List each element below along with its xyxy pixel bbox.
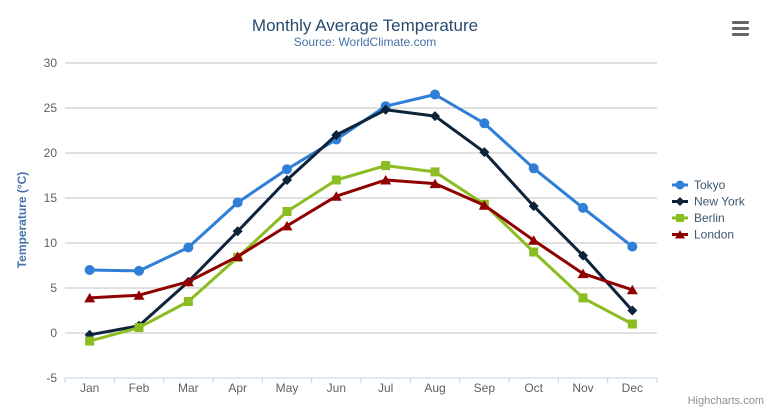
series-line-new-york[interactable]	[88, 108, 634, 337]
data-point-new-york-Sep[interactable]	[479, 147, 490, 158]
legend-item-london[interactable]: London	[672, 228, 734, 242]
data-point-london-Nov[interactable]	[577, 268, 589, 279]
data-point-berlin-May[interactable]	[282, 207, 292, 216]
data-point-berlin-Oct[interactable]	[529, 247, 539, 257]
data-point-new-york-Aug[interactable]	[430, 111, 440, 122]
x-axis-label: May	[276, 381, 299, 395]
legend-item-tokyo[interactable]: Tokyo	[672, 178, 726, 192]
x-axis-label: Sep	[474, 381, 496, 395]
data-point-london-Dec[interactable]	[626, 284, 638, 295]
data-point-berlin-Mar[interactable]	[183, 297, 193, 306]
data-point-berlin-Jun[interactable]	[331, 175, 341, 185]
y-axis-title: Temperature (°C)	[15, 172, 29, 269]
data-point-tokyo-Oct[interactable]	[528, 163, 539, 174]
data-point-london-Feb[interactable]	[133, 290, 145, 300]
credits-link[interactable]: Highcharts.com	[688, 395, 764, 407]
data-point-london-Jul[interactable]	[380, 175, 392, 185]
y-axis-label: 10	[44, 236, 58, 250]
data-point-london-Jun[interactable]	[330, 191, 342, 201]
data-point-london-May[interactable]	[281, 220, 293, 231]
y-axis-labels: -5 0 5 10 15 20 25 30	[44, 56, 58, 385]
data-point-new-york-Dec[interactable]	[627, 305, 638, 316]
data-point-new-york-May[interactable]	[282, 175, 292, 185]
legend-item-berlin[interactable]: Berlin	[672, 211, 725, 225]
legend-item-label[interactable]: New York	[694, 195, 746, 209]
data-point-tokyo-Jan[interactable]	[84, 265, 95, 275]
series-london[interactable]	[84, 175, 638, 303]
y-axis-label: 5	[50, 281, 57, 295]
legend-marker-square-icon	[676, 214, 684, 222]
data-point-london-Apr[interactable]	[232, 251, 244, 262]
chart-title: Monthly Average Temperature	[252, 16, 478, 35]
series-group	[84, 89, 638, 346]
data-point-tokyo-Nov[interactable]	[578, 202, 588, 213]
y-axis-label: 25	[44, 101, 58, 115]
data-point-tokyo-Apr[interactable]	[232, 197, 243, 208]
data-point-new-york-Jun[interactable]	[331, 130, 342, 140]
x-axis-label: Apr	[228, 381, 247, 395]
data-point-tokyo-Dec[interactable]	[627, 241, 638, 252]
data-point-tokyo-Mar[interactable]	[183, 242, 194, 253]
legend-marker-circle-icon	[675, 180, 685, 190]
data-point-new-york-Nov[interactable]	[578, 250, 588, 261]
data-point-london-Sep[interactable]	[478, 200, 490, 210]
y-axis-label: 20	[44, 146, 58, 160]
data-point-london-Aug[interactable]	[429, 178, 441, 189]
data-point-berlin-Jan[interactable]	[85, 336, 95, 346]
x-axis-label: Dec	[622, 381, 643, 395]
x-axis-label: Mar	[178, 381, 199, 395]
data-point-new-york-Oct[interactable]	[528, 201, 539, 212]
y-axis-label: 15	[44, 191, 58, 205]
data-point-berlin-Feb[interactable]	[134, 323, 144, 333]
legend-item-new-york[interactable]: New York	[672, 195, 746, 209]
data-point-berlin-Jul[interactable]	[381, 161, 391, 171]
series-line-london[interactable]	[88, 178, 634, 300]
data-point-berlin-Nov[interactable]	[578, 293, 588, 303]
data-point-tokyo-Aug[interactable]	[430, 89, 440, 100]
data-point-london-Jan[interactable]	[84, 292, 96, 303]
data-point-berlin-Aug[interactable]	[430, 167, 440, 177]
hamburger-menu-icon	[732, 33, 749, 36]
data-point-new-york-Jul[interactable]	[380, 104, 391, 115]
y-axis-label: -5	[46, 371, 57, 385]
legend-marker-triangle-icon	[675, 230, 685, 239]
hamburger-menu-icon	[732, 27, 749, 30]
y-axis-label: 0	[50, 326, 57, 340]
hamburger-menu-icon	[732, 21, 749, 24]
x-axis-label: Aug	[424, 381, 445, 395]
legend-item-label[interactable]: Tokyo	[694, 178, 726, 192]
series-line-berlin[interactable]	[88, 164, 634, 343]
x-axis-labels: Jan Feb Mar Apr May Jun Jul Aug Sep Oct Nov Dec	[80, 381, 643, 395]
data-point-berlin-Dec[interactable]	[627, 319, 637, 329]
x-axis-label: Jun	[327, 381, 346, 395]
data-point-new-york-Apr[interactable]	[232, 226, 243, 237]
chart-subtitle: Source: WorldClimate.com	[294, 35, 437, 49]
x-axis-label: Oct	[524, 381, 543, 395]
y-axis-label: 30	[44, 56, 58, 70]
data-point-tokyo-Feb[interactable]	[134, 265, 144, 276]
legend-marker-diamond-icon	[675, 197, 685, 206]
axes	[64, 377, 658, 383]
legend-item-label[interactable]: London	[694, 228, 734, 242]
legend-item-label[interactable]: Berlin	[694, 211, 725, 225]
data-point-tokyo-May[interactable]	[282, 164, 292, 175]
series-tokyo[interactable]	[84, 89, 638, 276]
series-new-york[interactable]	[84, 104, 638, 340]
export-menu-button[interactable]	[728, 17, 754, 39]
legend: Tokyo New York Berlin London	[672, 178, 746, 242]
x-axis-label: Feb	[129, 381, 150, 395]
data-point-tokyo-Sep[interactable]	[479, 118, 490, 129]
data-point-london-Oct[interactable]	[528, 235, 540, 245]
x-axis-label: Jul	[378, 381, 393, 395]
data-point-london-Mar[interactable]	[182, 276, 194, 287]
x-axis-label: Nov	[572, 381, 593, 395]
x-axis-label: Jan	[80, 381, 99, 395]
